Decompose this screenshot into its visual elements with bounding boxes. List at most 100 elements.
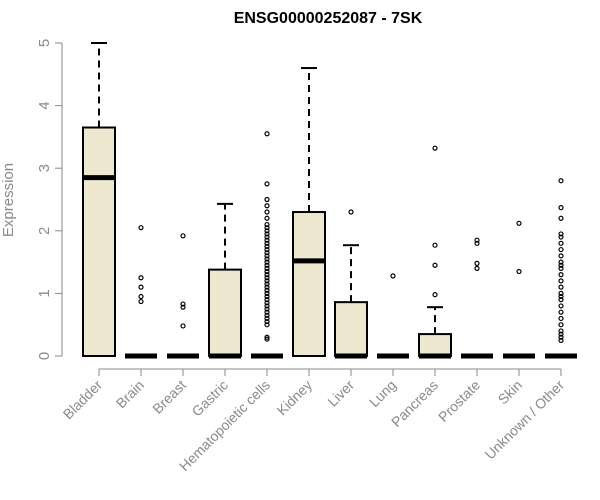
- box-skin: [503, 220, 535, 359]
- y-tick-label: 3: [36, 164, 53, 172]
- outlier-point: [180, 304, 186, 310]
- outlier-point: [474, 260, 480, 266]
- y-tick-label: 1: [36, 289, 53, 297]
- outlier-point: [264, 318, 270, 325]
- outlier-point: [558, 322, 564, 328]
- outlier-point: [264, 322, 270, 328]
- box-body: [82, 126, 116, 358]
- box-gastric: [208, 202, 242, 359]
- outlier-point: [558, 290, 564, 296]
- outlier-point: [264, 256, 270, 262]
- outlier-point: [180, 233, 186, 239]
- outlier-point: [390, 273, 396, 279]
- outlier-point: [264, 281, 270, 287]
- box-hematopoietic-cells: [251, 131, 283, 359]
- box-bladder: [82, 42, 116, 358]
- outlier-point: [264, 265, 270, 271]
- outlier-point: [264, 303, 270, 309]
- box-pancreas: [418, 145, 452, 359]
- x-tick-label: Prostate: [435, 377, 483, 425]
- outlier-point: [558, 272, 564, 278]
- outlier-point: [264, 262, 270, 268]
- outlier-point: [264, 290, 270, 296]
- outlier-point: [558, 328, 564, 334]
- outlier-point: [558, 331, 564, 337]
- outlier-point: [264, 300, 270, 306]
- outlier-point: [558, 284, 564, 290]
- chart-title: ENSG00000252087 - 7SK: [234, 10, 423, 27]
- outlier-point: [558, 337, 564, 343]
- outlier-point: [558, 205, 564, 211]
- outlier-point: [558, 297, 564, 303]
- outlier-point: [264, 225, 270, 231]
- outlier-point: [264, 181, 270, 187]
- x-tick-label: Lung: [366, 377, 399, 410]
- box-liver: [334, 209, 368, 359]
- outlier-point: [264, 287, 270, 293]
- outlier-point: [264, 196, 270, 203]
- y-tick-label: 0: [36, 352, 53, 360]
- outlier-point: [264, 237, 270, 243]
- outlier-point: [558, 259, 564, 265]
- outlier-point: [516, 220, 522, 226]
- outlier-point: [264, 306, 270, 312]
- outlier-point: [180, 301, 186, 307]
- x-tick-label: Breast: [149, 377, 189, 417]
- outlier-point: [558, 265, 564, 271]
- outlier-point: [558, 253, 564, 259]
- outlier-point: [138, 284, 144, 290]
- outlier-point: [558, 303, 564, 309]
- outlier-point: [264, 203, 270, 209]
- outlier-point: [516, 268, 522, 275]
- box-unknown-other: [545, 178, 577, 359]
- outlier-point: [432, 145, 438, 151]
- outlier-point: [264, 246, 270, 253]
- box-breast: [167, 233, 199, 359]
- outlier-point: [264, 297, 270, 303]
- outlier-point: [558, 293, 564, 300]
- outlier-point: [558, 231, 564, 237]
- box-body: [208, 268, 242, 357]
- outlier-point: [264, 268, 270, 275]
- outlier-point: [264, 284, 270, 290]
- outlier-point: [264, 293, 270, 300]
- x-tick-label: Unknown / Other: [482, 377, 568, 463]
- outlier-point: [138, 298, 144, 305]
- x-tick-label: Brain: [113, 377, 147, 411]
- box-body: [292, 211, 326, 357]
- outlier-point: [558, 309, 564, 315]
- outlier-point: [348, 209, 354, 215]
- outlier-point: [264, 315, 270, 322]
- outlier-point: [558, 246, 564, 253]
- x-tick-label: Skin: [495, 377, 526, 408]
- outlier-point: [264, 278, 270, 284]
- outlier-point: [474, 265, 480, 271]
- outlier-point: [558, 262, 564, 268]
- x-tick-label: Pancreas: [388, 377, 441, 430]
- outlier-point: [264, 272, 270, 278]
- outlier-point: [474, 240, 480, 246]
- outlier-point: [138, 225, 144, 231]
- box-lung: [377, 273, 409, 359]
- outlier-point: [264, 312, 270, 318]
- outlier-point: [558, 234, 564, 240]
- outlier-point: [264, 228, 270, 234]
- x-tick-label: Kidney: [274, 377, 316, 419]
- outlier-point: [264, 234, 270, 240]
- y-axis: 0 1 2 3 4 5: [36, 39, 63, 360]
- box-body: [334, 301, 368, 357]
- box-brain: [125, 225, 157, 359]
- outlier-point: [264, 243, 270, 250]
- outlier-point: [264, 334, 270, 340]
- outlier-point: [264, 250, 270, 256]
- outlier-point: [432, 262, 438, 268]
- outlier-point: [264, 336, 270, 342]
- outlier-point: [264, 231, 270, 237]
- outlier-point: [558, 240, 564, 246]
- x-tick-label: Liver: [324, 377, 357, 410]
- outlier-point: [558, 334, 564, 340]
- y-axis-label: Expression: [0, 163, 17, 237]
- x-tick-label: Bladder: [60, 377, 106, 423]
